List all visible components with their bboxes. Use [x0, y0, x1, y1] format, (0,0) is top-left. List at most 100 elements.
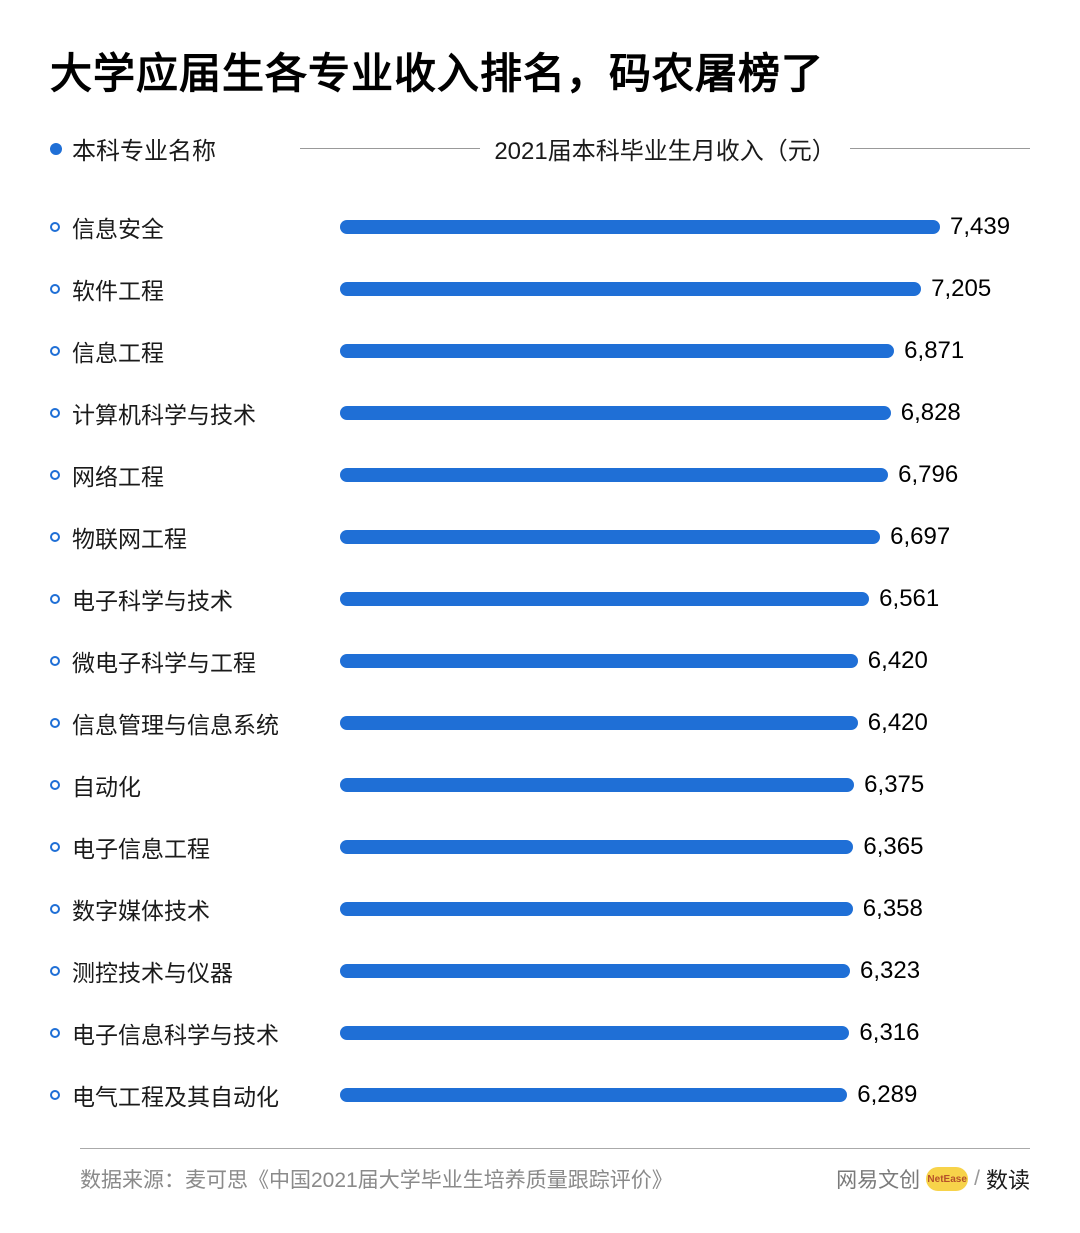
row-bullet-icon	[50, 966, 60, 976]
chart-rows: 信息安全 7,439 软件工程 7,205 信息工程 6,871 计算机科学与技术 6,828…	[50, 196, 1030, 1126]
row-label: 测控技术与仪器	[72, 954, 233, 988]
row-bar-wrap: 6,828	[340, 399, 1030, 427]
row-value: 6,561	[879, 585, 939, 613]
chart-row: 计算机科学与技术 6,828	[50, 382, 1030, 444]
row-label: 电子科学与技术	[72, 582, 233, 616]
header-left-label: 本科专业名称	[72, 131, 216, 166]
chart-row: 微电子科学与工程 6,420	[50, 630, 1030, 692]
footer-brand: 网易文创 NetEase / 数读	[836, 1163, 1030, 1195]
row-bar-wrap: 6,697	[340, 523, 1030, 551]
brand-name-1: 网易文创	[836, 1164, 920, 1194]
row-bar-wrap: 6,365	[340, 833, 1030, 861]
row-value: 6,358	[863, 895, 923, 923]
row-label: 信息安全	[72, 210, 164, 244]
row-bar	[340, 778, 854, 792]
row-left: 网络工程	[50, 458, 340, 492]
chart-row: 数字媒体技术 6,358	[50, 878, 1030, 940]
row-bar	[340, 1088, 847, 1102]
row-left: 信息安全	[50, 210, 340, 244]
netease-logo-icon: NetEase	[926, 1167, 968, 1191]
row-bullet-icon	[50, 1090, 60, 1100]
chart-row: 电子科学与技术 6,561	[50, 568, 1030, 630]
header-right-label: 2021届本科毕业生月收入（元）	[480, 131, 849, 166]
row-bar-wrap: 6,316	[340, 1019, 1030, 1047]
row-left: 信息工程	[50, 334, 340, 368]
brand-name-2: 数读	[986, 1163, 1030, 1195]
row-bar-wrap: 7,439	[340, 213, 1030, 241]
row-label: 数字媒体技术	[72, 892, 210, 926]
chart-row: 信息管理与信息系统 6,420	[50, 692, 1030, 754]
row-label: 网络工程	[72, 458, 164, 492]
row-label: 软件工程	[72, 272, 164, 306]
chart-row: 软件工程 7,205	[50, 258, 1030, 320]
row-bar	[340, 406, 891, 420]
chart-footer: 数据来源：麦可思《中国2021届大学毕业生培养质量跟踪评价》 网易文创 NetE…	[80, 1163, 1030, 1195]
row-value: 7,205	[931, 275, 991, 303]
row-value: 6,420	[868, 647, 928, 675]
chart-row: 电子信息工程 6,365	[50, 816, 1030, 878]
row-bar	[340, 716, 858, 730]
row-label: 电子信息工程	[72, 830, 210, 864]
chart-row: 信息安全 7,439	[50, 196, 1030, 258]
row-value: 6,420	[868, 709, 928, 737]
row-bar	[340, 840, 853, 854]
row-bar	[340, 530, 880, 544]
row-bar	[340, 592, 869, 606]
header-rule-right	[850, 148, 1030, 149]
row-left: 物联网工程	[50, 520, 340, 554]
row-label: 自动化	[72, 768, 141, 802]
row-bar	[340, 282, 921, 296]
chart-row: 电气工程及其自动化 6,289	[50, 1064, 1030, 1126]
row-left: 测控技术与仪器	[50, 954, 340, 988]
row-bar	[340, 1026, 849, 1040]
row-value: 6,289	[857, 1081, 917, 1109]
row-value: 6,871	[904, 337, 964, 365]
row-label: 计算机科学与技术	[72, 396, 256, 430]
row-bar-wrap: 6,561	[340, 585, 1030, 613]
row-left: 自动化	[50, 768, 340, 802]
chart-title: 大学应届生各专业收入排名，码农屠榜了	[50, 40, 1030, 101]
chart-row: 信息工程 6,871	[50, 320, 1030, 382]
row-label: 信息工程	[72, 334, 164, 368]
row-left: 电子科学与技术	[50, 582, 340, 616]
row-bar-wrap: 6,358	[340, 895, 1030, 923]
header-left: 本科专业名称	[50, 131, 300, 166]
row-label: 信息管理与信息系统	[72, 706, 279, 740]
row-value: 6,828	[901, 399, 961, 427]
row-value: 7,439	[950, 213, 1010, 241]
row-value: 6,365	[863, 833, 923, 861]
chart-row: 电子信息科学与技术 6,316	[50, 1002, 1030, 1064]
source-text: 麦可思《中国2021届大学毕业生培养质量跟踪评价》	[185, 1169, 673, 1192]
chart-header: 本科专业名称 2021届本科毕业生月收入（元）	[50, 131, 1030, 166]
header-right: 2021届本科毕业生月收入（元）	[300, 131, 1030, 166]
row-bullet-icon	[50, 532, 60, 542]
row-bullet-icon	[50, 222, 60, 232]
row-bar	[340, 654, 858, 668]
row-left: 计算机科学与技术	[50, 396, 340, 430]
row-value: 6,323	[860, 957, 920, 985]
row-left: 数字媒体技术	[50, 892, 340, 926]
header-bullet-icon	[50, 143, 62, 155]
footer-source: 数据来源：麦可思《中国2021届大学毕业生培养质量跟踪评价》	[80, 1164, 673, 1194]
header-rule-left	[300, 148, 480, 149]
row-left: 电气工程及其自动化	[50, 1078, 340, 1112]
row-bullet-icon	[50, 470, 60, 480]
row-bar-wrap: 6,375	[340, 771, 1030, 799]
row-value: 6,316	[859, 1019, 919, 1047]
chart-row: 物联网工程 6,697	[50, 506, 1030, 568]
row-bullet-icon	[50, 346, 60, 356]
brand-separator: /	[974, 1167, 980, 1191]
row-bar-wrap: 6,796	[340, 461, 1030, 489]
row-bar-wrap: 6,289	[340, 1081, 1030, 1109]
chart-row: 网络工程 6,796	[50, 444, 1030, 506]
row-bullet-icon	[50, 904, 60, 914]
row-bar-wrap: 6,323	[340, 957, 1030, 985]
row-bar	[340, 344, 894, 358]
row-label: 微电子科学与工程	[72, 644, 256, 678]
row-bullet-icon	[50, 780, 60, 790]
row-bar	[340, 220, 940, 234]
source-prefix: 数据来源：	[80, 1169, 185, 1192]
row-left: 电子信息科学与技术	[50, 1016, 340, 1050]
row-value: 6,697	[890, 523, 950, 551]
row-bullet-icon	[50, 408, 60, 418]
